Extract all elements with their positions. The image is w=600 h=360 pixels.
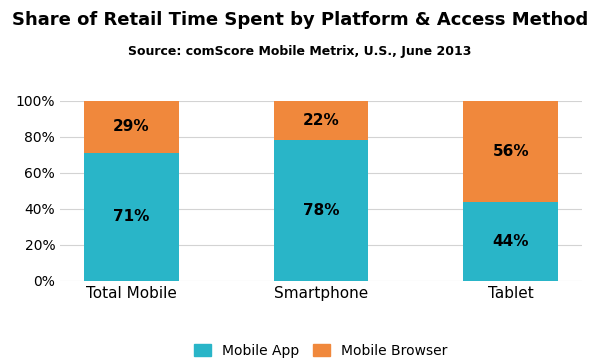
Bar bbox=[84, 101, 179, 153]
Bar bbox=[274, 140, 368, 281]
Bar bbox=[274, 101, 368, 140]
Text: 56%: 56% bbox=[493, 144, 529, 159]
Legend: Mobile App, Mobile Browser: Mobile App, Mobile Browser bbox=[189, 338, 453, 360]
Text: 78%: 78% bbox=[303, 203, 339, 218]
Bar bbox=[463, 202, 558, 281]
Bar bbox=[463, 101, 558, 202]
Text: 29%: 29% bbox=[113, 120, 149, 134]
Text: Share of Retail Time Spent by Platform & Access Method: Share of Retail Time Spent by Platform &… bbox=[12, 11, 588, 29]
Text: 22%: 22% bbox=[302, 113, 340, 128]
Text: Source: comScore Mobile Metrix, U.S., June 2013: Source: comScore Mobile Metrix, U.S., Ju… bbox=[128, 45, 472, 58]
Bar bbox=[84, 153, 179, 281]
Text: 71%: 71% bbox=[113, 210, 149, 224]
Text: 44%: 44% bbox=[493, 234, 529, 249]
